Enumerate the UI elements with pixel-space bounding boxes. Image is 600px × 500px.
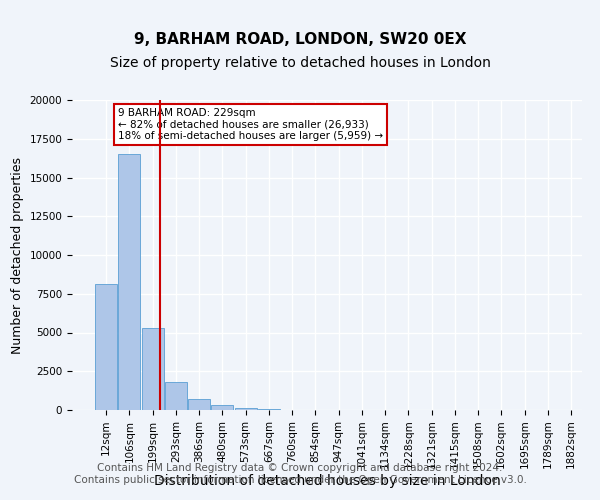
X-axis label: Distribution of detached houses by size in London: Distribution of detached houses by size … — [154, 474, 500, 488]
Bar — [165, 382, 187, 410]
Text: Size of property relative to detached houses in London: Size of property relative to detached ho… — [110, 56, 490, 70]
Text: Contains HM Land Registry data © Crown copyright and database right 2024.
Contai: Contains HM Land Registry data © Crown c… — [74, 464, 526, 485]
Text: 9 BARHAM ROAD: 229sqm
← 82% of detached houses are smaller (26,933)
18% of semi-: 9 BARHAM ROAD: 229sqm ← 82% of detached … — [118, 108, 383, 141]
Bar — [188, 399, 210, 410]
Y-axis label: Number of detached properties: Number of detached properties — [11, 156, 24, 354]
Bar — [142, 328, 164, 410]
Bar — [95, 284, 117, 410]
Bar — [235, 408, 257, 410]
Bar — [118, 154, 140, 410]
Bar — [258, 409, 280, 410]
Text: 9, BARHAM ROAD, LONDON, SW20 0EX: 9, BARHAM ROAD, LONDON, SW20 0EX — [134, 32, 466, 48]
Bar — [211, 406, 233, 410]
